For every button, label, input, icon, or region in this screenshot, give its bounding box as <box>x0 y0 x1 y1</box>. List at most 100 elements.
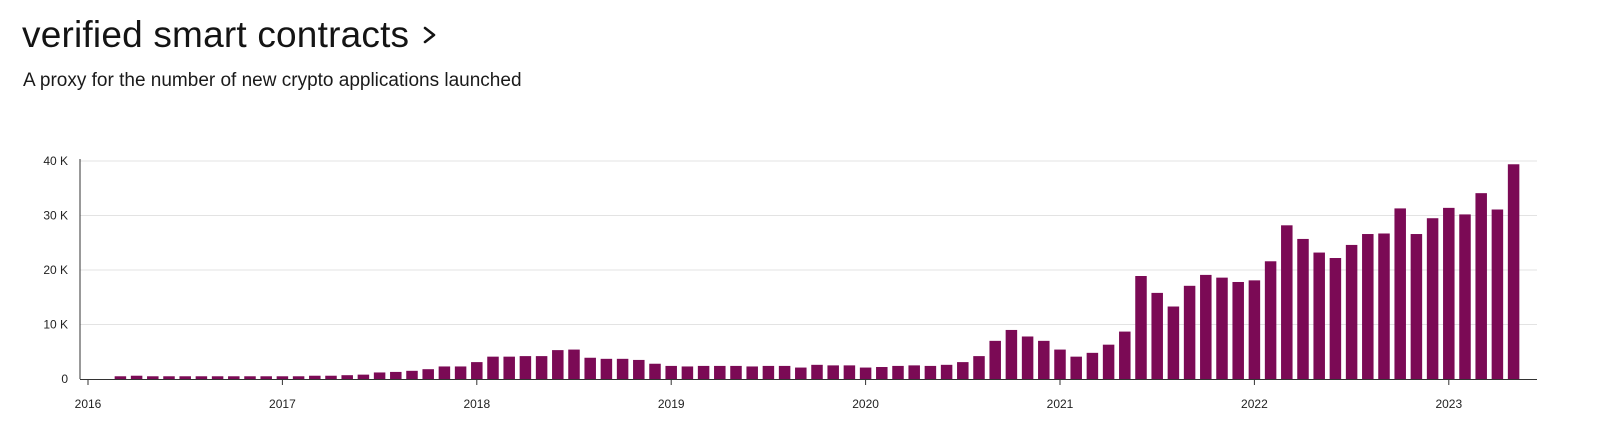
chevron-right-icon <box>423 26 436 44</box>
bar <box>260 376 272 379</box>
bar <box>471 362 483 379</box>
x-tick-label: 2017 <box>269 397 296 411</box>
bar <box>211 376 224 379</box>
x-tick-label: 2016 <box>75 397 102 411</box>
bar <box>1297 238 1309 379</box>
chart-title-link[interactable]: verified smart contracts <box>22 14 447 56</box>
bar <box>390 371 402 379</box>
bar <box>730 365 742 379</box>
bar <box>665 365 677 379</box>
bar <box>357 374 370 379</box>
x-tick-label: 2018 <box>463 397 490 411</box>
bar <box>1119 331 1131 379</box>
bar <box>1345 244 1358 379</box>
bar <box>681 366 694 379</box>
bar <box>649 363 661 379</box>
bar <box>1313 252 1325 379</box>
bar <box>406 370 418 379</box>
bar <box>147 376 159 379</box>
bar <box>568 349 580 379</box>
bar <box>1475 193 1487 379</box>
bar <box>1054 349 1066 379</box>
bar <box>1507 164 1520 379</box>
bar <box>503 356 515 379</box>
bar <box>535 356 548 379</box>
bar <box>341 375 353 379</box>
bar <box>292 376 305 379</box>
bar <box>843 365 856 380</box>
bar <box>179 376 191 379</box>
bar <box>795 367 807 379</box>
bar <box>1200 274 1212 379</box>
y-tick-label: 40 K <box>43 154 68 168</box>
bar <box>924 365 937 379</box>
chart-subtitle: A proxy for the number of new crypto app… <box>23 70 522 91</box>
bar <box>876 367 888 379</box>
bar <box>276 376 289 379</box>
bar <box>1281 225 1293 379</box>
bar <box>1102 344 1115 379</box>
bar <box>827 365 839 380</box>
bar <box>714 365 726 379</box>
bar <box>584 357 596 379</box>
bar <box>244 376 256 379</box>
bar <box>908 365 920 380</box>
bar <box>114 376 127 379</box>
bar <box>1038 340 1050 379</box>
bar <box>1135 276 1147 379</box>
bar <box>616 358 629 379</box>
bar <box>1264 261 1277 379</box>
bar <box>454 366 467 379</box>
bar <box>130 375 143 379</box>
x-tick-label: 2020 <box>852 397 879 411</box>
bar <box>1167 306 1180 379</box>
bar <box>163 376 175 379</box>
bar <box>325 375 337 379</box>
bar <box>859 367 872 379</box>
bar <box>762 365 775 379</box>
bar <box>438 366 451 379</box>
bar <box>973 356 985 379</box>
y-tick-label: 30 K <box>43 209 68 223</box>
bar <box>1459 214 1471 379</box>
bar <box>228 376 240 379</box>
bar <box>1183 285 1196 379</box>
bar <box>811 364 823 379</box>
bar <box>1216 277 1228 379</box>
x-tick-label: 2023 <box>1435 397 1462 411</box>
bar <box>1070 356 1082 379</box>
bar <box>1362 234 1374 379</box>
bar <box>1394 208 1406 379</box>
x-tick-label: 2022 <box>1241 397 1268 411</box>
bar <box>633 359 645 379</box>
bar <box>1329 258 1342 379</box>
y-tick-label: 0 <box>61 372 68 386</box>
bar <box>940 364 953 379</box>
bar <box>373 372 386 379</box>
bar <box>1410 234 1423 379</box>
bar <box>892 365 904 379</box>
bar <box>1151 292 1163 379</box>
bar <box>1426 218 1439 379</box>
bar <box>957 362 969 379</box>
bar <box>1248 280 1261 379</box>
bar <box>1378 233 1390 379</box>
bar <box>989 340 1001 379</box>
bar <box>309 375 321 379</box>
chart-title: verified smart contracts <box>22 14 410 55</box>
y-tick-label: 10 K <box>43 318 68 332</box>
bar <box>746 366 758 379</box>
bar <box>1086 352 1099 379</box>
bar <box>1491 209 1504 379</box>
bar <box>487 356 499 379</box>
x-tick-label: 2021 <box>1047 397 1074 411</box>
bar <box>697 365 710 379</box>
bar <box>519 356 532 379</box>
bar <box>552 350 564 379</box>
x-tick-label: 2019 <box>658 397 685 411</box>
bar <box>1021 336 1034 379</box>
bar <box>1232 281 1244 379</box>
bar <box>600 358 613 379</box>
bar <box>422 369 434 379</box>
